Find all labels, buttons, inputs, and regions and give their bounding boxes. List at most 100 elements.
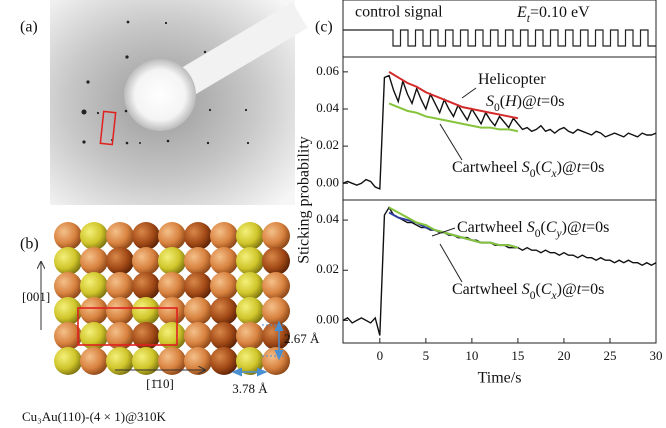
- atom: [236, 272, 264, 300]
- x-tick-label: 0: [377, 348, 384, 363]
- panel-label: (a): [20, 19, 38, 36]
- control-signal: [343, 29, 656, 47]
- y-tick-label: 0.04: [316, 211, 339, 226]
- data-line: [388, 206, 519, 249]
- atom: [210, 222, 238, 250]
- text-segment: Cartwheel: [452, 281, 522, 298]
- y-tick-label: 0.06: [316, 63, 339, 78]
- y-tick-label: 0.02: [316, 137, 339, 152]
- text-segment: H: [504, 93, 518, 110]
- atom: [262, 272, 290, 300]
- atom: [54, 247, 82, 275]
- text-segment: )@: [517, 93, 537, 110]
- atom: [262, 297, 290, 325]
- text-segment: t: [577, 159, 582, 176]
- atom: [236, 297, 264, 325]
- axis-label: [1̄10]: [146, 376, 174, 391]
- atom: [132, 222, 160, 250]
- text-segment: t: [537, 93, 542, 110]
- atom: [106, 322, 134, 350]
- text-segment: (: [536, 281, 541, 298]
- data-line: [388, 71, 519, 120]
- annotation-pointer: [439, 243, 463, 283]
- text-segment: y: [556, 228, 563, 240]
- text-segment: x: [551, 290, 558, 302]
- text-segment: =0s: [581, 281, 604, 298]
- text-segment: =0.10 eV: [530, 4, 590, 21]
- y-axis-label: Sticking probability: [296, 136, 313, 264]
- x-tick-label: 30: [650, 348, 663, 363]
- atom: [106, 247, 134, 275]
- atom: [184, 347, 212, 375]
- atom: [106, 272, 134, 300]
- text-segment: )@: [557, 281, 577, 298]
- text-segment: Cartwheel: [452, 159, 522, 176]
- leed-pattern: [50, 0, 308, 205]
- atom: [158, 272, 186, 300]
- surface-model: [54, 222, 290, 375]
- text-segment: 0: [494, 102, 500, 114]
- text-segment: 0: [535, 228, 541, 240]
- atom: [132, 247, 160, 275]
- panel-label: (c): [315, 19, 333, 36]
- text-segment: (: [536, 159, 541, 176]
- text-segment: S: [522, 159, 530, 176]
- y-tick-label: 0.00: [316, 174, 339, 189]
- x-tick-label: 20: [557, 348, 570, 363]
- atom: [210, 297, 238, 325]
- annotation: Cartwheel S0(Cx)@t=0s: [452, 159, 604, 180]
- atom: [54, 322, 82, 350]
- atom: [210, 322, 238, 350]
- caption: Cu₃Au(110)-(4 × 1)@310K: [22, 409, 167, 424]
- atom: [80, 247, 108, 275]
- text-segment: E: [516, 4, 527, 21]
- text-segment: C: [541, 159, 552, 176]
- atom: [158, 222, 186, 250]
- atom: [132, 297, 160, 325]
- annotation-pointer: [431, 227, 456, 237]
- atom: [262, 347, 290, 375]
- annotation-pointer: [439, 123, 463, 161]
- annotation: Cartwheel S0(Cy)@t=0s: [457, 219, 609, 240]
- atom: [158, 297, 186, 325]
- atom: [210, 272, 238, 300]
- atom: [236, 347, 264, 375]
- atom: [54, 222, 82, 250]
- panel-label: (b): [20, 236, 39, 253]
- annotation-pointer: [461, 87, 477, 99]
- unit-cell: [77, 307, 178, 346]
- x-axis-label: Time/s: [478, 370, 522, 387]
- plot-frame: [342, 199, 657, 344]
- data-line: [342, 74, 657, 190]
- x-tick-label: 25: [603, 348, 616, 363]
- x-tick-label: 10: [465, 348, 478, 363]
- atom: [236, 222, 264, 250]
- annotation: Helicopter: [478, 71, 546, 88]
- text-segment: 0: [530, 168, 536, 180]
- energy-label: Et=0.10 eV: [516, 4, 590, 25]
- dimension-label: 2.67 Å: [284, 331, 320, 346]
- text-segment: t: [577, 281, 582, 298]
- atom: [210, 347, 238, 375]
- text-segment: S: [527, 219, 535, 236]
- atom: [236, 322, 264, 350]
- y-tick-label: 0.02: [316, 261, 339, 276]
- atom: [184, 247, 212, 275]
- atom: [54, 272, 82, 300]
- atom: [54, 347, 82, 375]
- atom: [184, 222, 212, 250]
- text-segment: )@: [562, 219, 582, 236]
- data-line: [388, 102, 519, 133]
- atom: [158, 347, 186, 375]
- annotation: Cartwheel S0(Cx)@t=0s: [452, 281, 604, 302]
- y-tick-label: 0.00: [316, 311, 339, 326]
- text-segment: (: [541, 219, 546, 236]
- atom: [184, 297, 212, 325]
- atom: [236, 247, 264, 275]
- text-segment: )@: [557, 159, 577, 176]
- atom: [106, 222, 134, 250]
- text-segment: =0s: [541, 93, 564, 110]
- control-label: control signal: [355, 4, 443, 21]
- text-segment: S: [522, 281, 530, 298]
